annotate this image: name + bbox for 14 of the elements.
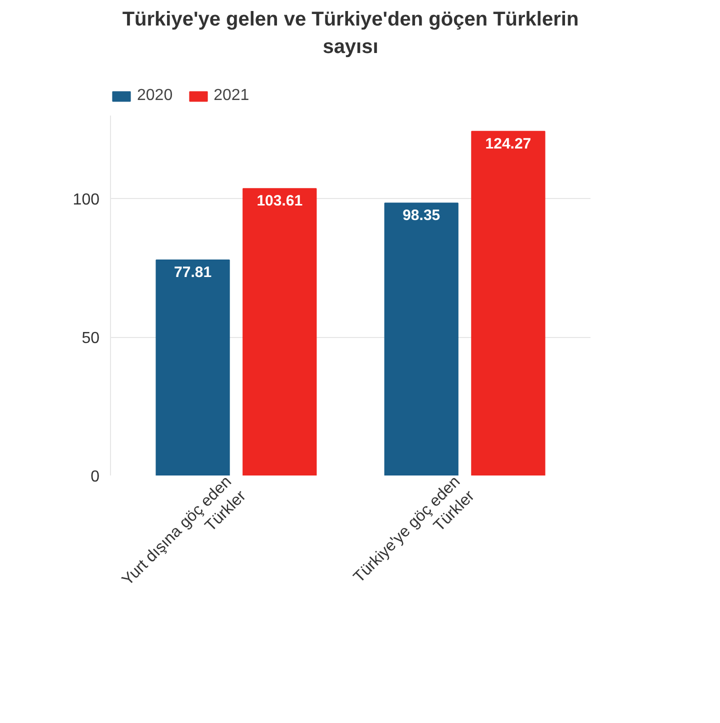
- y-tick-label: 50: [82, 330, 100, 348]
- bar: [242, 188, 317, 476]
- data-label: 98.35: [402, 207, 440, 224]
- legend-label: 2021: [214, 87, 250, 105]
- bar: [384, 202, 458, 476]
- data-label: 103.61: [256, 192, 303, 210]
- bar: [471, 130, 546, 476]
- y-tick-label: 100: [72, 192, 100, 209]
- chart-title: Türkiye'ye gelen ve Türkiye'den göçen Türklerin sayısı: [122, 8, 579, 58]
- data-label: 77.81: [174, 264, 212, 282]
- bar: [156, 260, 230, 476]
- data-label: 124.27: [485, 135, 532, 152]
- legend-label: 2020: [137, 87, 173, 105]
- y-tick-label: 0: [90, 468, 100, 486]
